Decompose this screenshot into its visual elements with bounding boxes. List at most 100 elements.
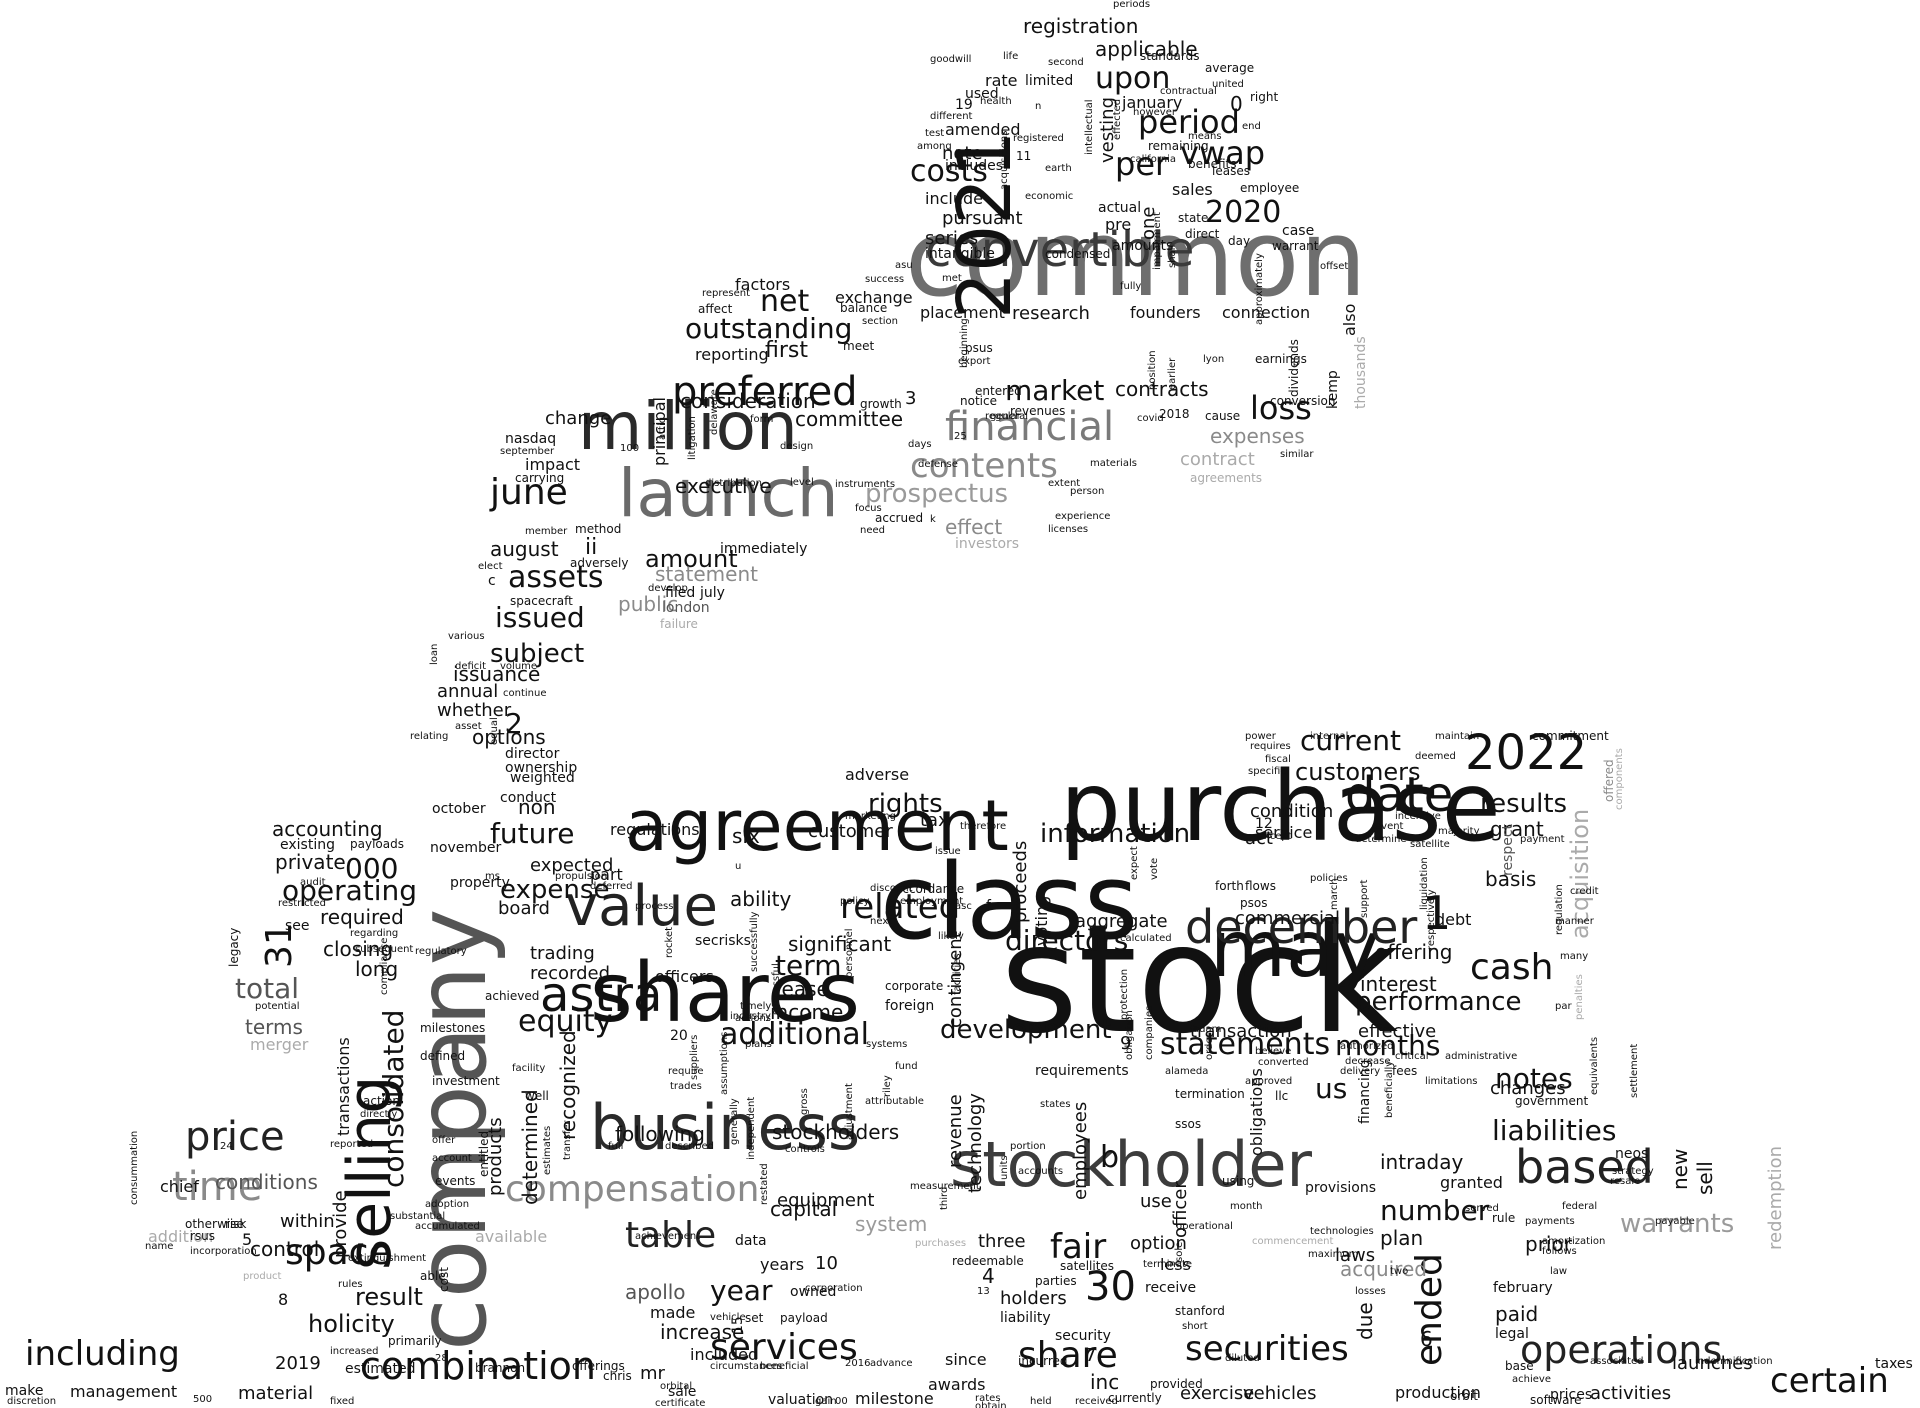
word-accrued: accrued [875, 511, 924, 526]
word-test: test [925, 127, 945, 139]
word-entered: entered [975, 384, 1022, 399]
word-suppliers: suppliers [689, 1034, 700, 1080]
word-administrative: administrative [1445, 1050, 1518, 1062]
word-years: years [760, 1254, 805, 1274]
word-price: price [185, 1114, 285, 1161]
word-long: long [355, 956, 399, 981]
word-stanford: stanford [1175, 1304, 1225, 1319]
word-llc: llc [1275, 1089, 1289, 1104]
word-2020: 2020 [1205, 195, 1282, 231]
word-period: period [1138, 102, 1240, 141]
word-forth: forth [1215, 879, 1244, 894]
word-accounts: accounts [1018, 1165, 1064, 1177]
word-effected: effected [1112, 98, 1123, 140]
word-u: u [735, 860, 742, 872]
word-corporation: corporation [805, 1282, 863, 1294]
word-stockholders: stockholders [772, 1119, 900, 1144]
word-laws: laws [1335, 1245, 1376, 1267]
word-day: day [1228, 234, 1251, 249]
word-deferred: deferred [590, 880, 633, 892]
word-substantial: substantial [390, 1210, 446, 1222]
word-us: us [1315, 1072, 1348, 1106]
word-pre: pre [1105, 214, 1132, 234]
word-existing: existing [280, 836, 335, 853]
word-obligations: obligations [1247, 1068, 1266, 1156]
word-extinguishment: extinguishment [348, 1252, 427, 1264]
word-payload: payload [780, 1311, 828, 1326]
word-preferred: preferred [672, 369, 858, 416]
word-section: section [862, 315, 899, 327]
word-risk: risk [225, 1217, 247, 1232]
word-amount: amount [645, 545, 738, 574]
word-need: need [860, 524, 885, 536]
word-based: based [1515, 1140, 1654, 1195]
word-redemption: redemption [1765, 1145, 1786, 1250]
word-regular: regular [985, 410, 1021, 422]
word-rate: rate [985, 70, 1018, 90]
word-law: law [1550, 1265, 1568, 1277]
word-actions: actions [735, 1012, 771, 1024]
word-met: met [942, 272, 962, 284]
word-chris: chris [603, 1369, 632, 1384]
word-receive: receive [1145, 1279, 1197, 1296]
word-orbit: orbit [1450, 1389, 1478, 1404]
word-compliance: compliance [379, 937, 390, 995]
word-attributable: attributable [865, 1095, 924, 1107]
word-following: following [615, 1121, 705, 1146]
word-contract: contract [1180, 449, 1255, 471]
word-awards: awards [928, 1374, 986, 1394]
word-annual: annual [437, 681, 499, 703]
word-carrying: carrying [515, 471, 565, 486]
word-additional: additional [720, 1017, 869, 1053]
word-six: six [732, 823, 760, 848]
word-granted: granted [1440, 1172, 1503, 1192]
word-instruments: instruments [835, 478, 896, 490]
word-weighted: weighted [510, 769, 575, 786]
word-riley: riley [882, 1075, 893, 1097]
word-measurement: measurement [910, 1180, 980, 1192]
word-facility: facility [512, 1062, 546, 1074]
word-reported: reported [330, 1138, 374, 1150]
word-marketing: marketing [845, 810, 896, 822]
word-estimated: estimated [345, 1360, 416, 1377]
word-november: november [430, 839, 502, 856]
word-average: average [1205, 61, 1255, 76]
word-control: control [250, 1236, 320, 1261]
word-materials: materials [1090, 457, 1137, 469]
word-resale: resale [1610, 1175, 1641, 1187]
word-issue: issue [935, 845, 961, 857]
word-revenues: revenues [1010, 404, 1066, 419]
word-corporate: corporate [885, 979, 944, 994]
word-used: used [965, 85, 999, 102]
word-f: f [986, 897, 991, 914]
word-general: general [990, 410, 1029, 422]
word-defined: defined [420, 1049, 466, 1064]
word-delivery: delivery [1340, 1065, 1381, 1077]
word-approved: approved [1245, 1075, 1293, 1087]
word-base: base [1505, 1359, 1534, 1374]
word-foreign: foreign [885, 997, 935, 1014]
word-adversely: adversely [570, 556, 629, 571]
word-otherwise: otherwise [185, 1217, 244, 1232]
word-respectively: respectively [1426, 889, 1437, 950]
word-decrease: decrease [1345, 1055, 1391, 1067]
word-consummation: consummation [129, 1130, 140, 1205]
word-approximately: approximately [1254, 253, 1265, 325]
word-stockholder: stockholder [950, 1128, 1312, 1202]
word-addition: addition [148, 1226, 214, 1246]
word-set: set [745, 1311, 764, 1326]
word-fund: fund [895, 1060, 918, 1072]
word-founders: founders [1130, 302, 1201, 322]
word-commercial: commercial [1235, 908, 1340, 930]
word-class: class [880, 840, 1139, 963]
word-value: value [565, 874, 718, 940]
word-2016: 2016 [845, 1357, 871, 1369]
word-valuation: valuation [768, 1391, 834, 1408]
word-20: 20 [670, 1027, 688, 1044]
word-operating: operating [282, 874, 418, 908]
word-july: july [700, 584, 725, 601]
word-different: different [930, 110, 973, 122]
word-estimates: estimates [542, 1125, 553, 1175]
word-8: 8 [278, 1289, 289, 1309]
word-using: using [1222, 1174, 1255, 1189]
